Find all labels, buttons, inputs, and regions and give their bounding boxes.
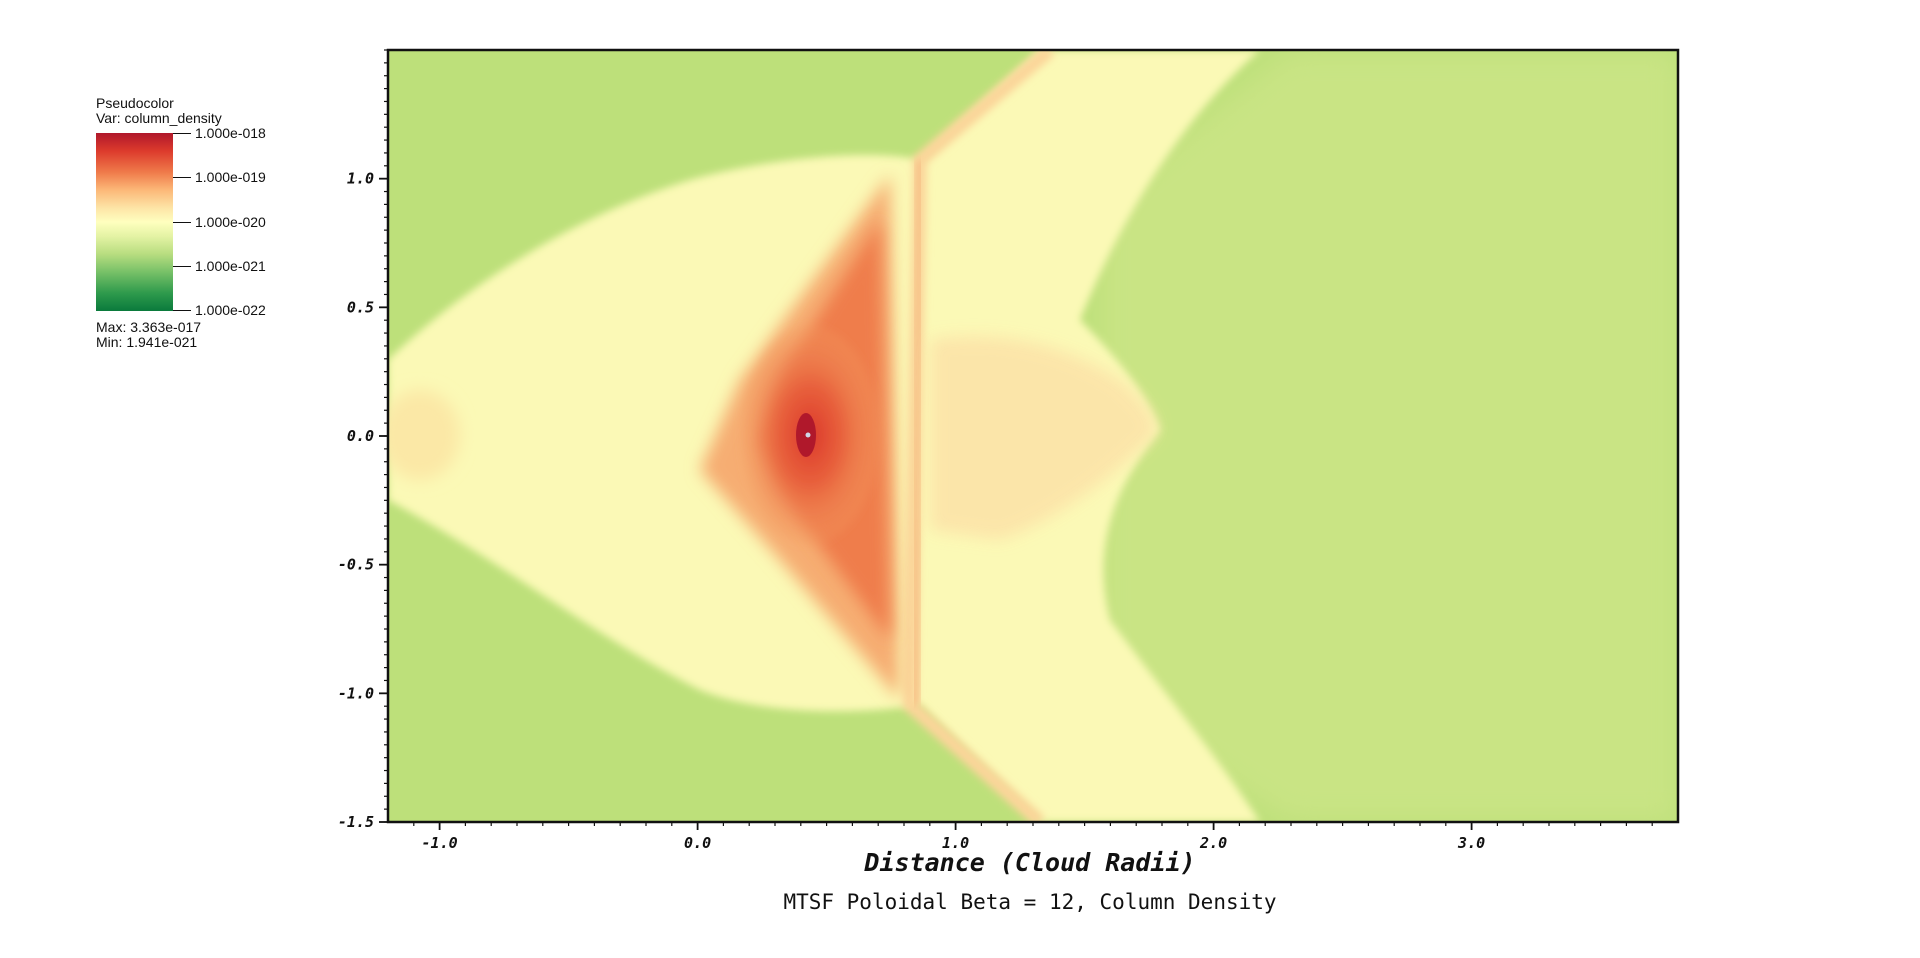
legend-variable: Var: column_density: [96, 110, 222, 126]
x-tick-label: 0.0: [684, 834, 711, 852]
x-tick-label: 3.0: [1457, 834, 1485, 852]
colorbar-label: 1.000e-020: [195, 214, 266, 230]
colorbar-label: 1.000e-019: [195, 169, 266, 185]
colorbar-tick: [173, 177, 191, 178]
y-tick-label: 0.5: [347, 298, 374, 316]
y-tick-label: -1.0: [338, 684, 374, 702]
colorbar-tick: [173, 266, 191, 267]
y-tick-label: 1.0: [347, 170, 374, 188]
y-tick-label: -0.5: [338, 556, 374, 574]
y-tick-label: 0.0: [347, 427, 374, 445]
column-density-field: [388, 50, 1678, 822]
shock-front: [910, 159, 925, 706]
y-axis: 1.0 0.5 0.0 -0.5 -1.0 -1.5: [338, 170, 388, 831]
x-tick-label: 2.0: [1199, 834, 1227, 852]
x-tick-label: -1.0: [422, 834, 458, 852]
legend-max: Max: 3.363e-017: [96, 319, 202, 335]
left-tip: [388, 390, 460, 480]
x-axis-label: Distance (Cloud Radii): [864, 848, 1196, 877]
legend-min: Min: 1.941e-021: [96, 334, 198, 350]
chart-title: MTSF Poloidal Beta = 12, Column Density: [783, 890, 1277, 914]
colorbar-tick: [173, 222, 191, 223]
downstream-region: [1100, 50, 1678, 822]
core-center: [805, 432, 811, 438]
x-axis: -1.0 0.0 1.0 2.0 3.0: [422, 822, 1485, 852]
colorbar-label: 1.000e-018: [195, 125, 266, 141]
colorbar-tick: [173, 310, 191, 311]
trailing-lobe: [930, 336, 1157, 540]
pseudocolor-legend: Pseudocolor Var: column_density 1.000e-0…: [96, 95, 296, 355]
colorbar-tick: [173, 133, 191, 134]
legend-title: Pseudocolor: [96, 95, 174, 111]
colorbar: [96, 133, 173, 311]
colorbar-label: 1.000e-022: [195, 302, 266, 318]
colorbar-label: 1.000e-021: [195, 258, 266, 274]
y-tick-label: -1.5: [338, 813, 374, 831]
x-tick-label: 1.0: [942, 834, 969, 852]
